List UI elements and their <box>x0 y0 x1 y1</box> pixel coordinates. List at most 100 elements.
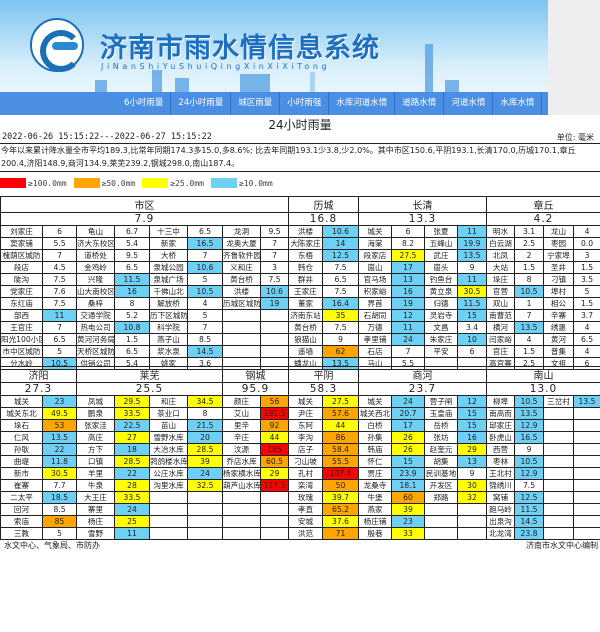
station-name: 崮山 <box>358 261 392 274</box>
table-row: 城关 23 凤城 29.5 和庄 34.5 颜庄 56 城关 27.5 城关 24 营子闸 12 柳埠 10.… <box>0 395 600 408</box>
nav-24h-rain[interactable]: 24小时雨量 <box>171 92 232 115</box>
station-name: 枣林 <box>486 455 515 468</box>
station-rainfall: 50 <box>322 479 359 492</box>
station-name <box>149 515 188 528</box>
station-rainfall: 15 <box>457 309 487 322</box>
station-rainfall: 12.9 <box>514 467 544 480</box>
station-rainfall: 33.5 <box>114 407 150 420</box>
station-rainfall: 11 <box>114 527 150 540</box>
station-rainfall <box>260 333 289 346</box>
station-rainfall <box>573 491 600 504</box>
station-name <box>543 491 574 504</box>
station-name: 大陈家庄 <box>288 237 323 250</box>
station-name: 柳埠 <box>486 395 515 408</box>
station-name: 解放桥 <box>149 297 188 310</box>
station-rainfall: 6.5 <box>573 333 600 346</box>
station-name: 新家 <box>149 237 188 250</box>
station-rainfall <box>457 503 487 516</box>
station-name: 市中区城防 <box>0 345 43 358</box>
station-name: 孙耿 <box>0 443 43 456</box>
station-rainfall: 13.5 <box>573 395 600 408</box>
station-rainfall: 18.1 <box>391 479 425 492</box>
nav-urban-rain[interactable]: 城区雨量 <box>231 92 281 115</box>
station-rainfall: 16 <box>391 285 425 298</box>
station-rainfall: 13 <box>391 273 425 286</box>
station-name: 大冶水库 <box>149 443 188 456</box>
station-name: 口镇 <box>76 455 115 468</box>
station-rainfall: 9 <box>457 261 487 274</box>
table-row: 三教 5 雪野 11 洪范 71 殷巷 33 北龙湾 23.8 <box>0 527 600 540</box>
station-rainfall <box>260 345 289 358</box>
station-name: 灵岩寺 <box>424 309 458 322</box>
nav-river-water[interactable]: 河道水情 <box>444 92 494 115</box>
station-name: 垛庄 <box>486 273 515 286</box>
legend-label: ≥25.0mm <box>170 178 204 188</box>
station-name: 崔寨 <box>0 479 43 492</box>
station-name: 北凤 <box>486 249 515 262</box>
station-name: 黄立泉 <box>424 285 458 298</box>
station-rainfall: 9.5 <box>114 249 150 262</box>
station-rainfall: 4 <box>187 297 223 310</box>
station-rainfall <box>573 467 600 480</box>
station-name: 科学院 <box>149 321 188 334</box>
station-rainfall: 8 <box>187 407 223 420</box>
header-banner: 济南市雨水情信息系统 JiNanShiYuShuiQingXinXiXiTong <box>0 0 548 92</box>
station-rainfall: 20.7 <box>391 407 425 420</box>
station-rainfall: 29 <box>260 467 289 480</box>
station-name <box>222 333 261 346</box>
station-name: 乔店水库 <box>222 455 261 468</box>
station-rainfall: 10.6 <box>260 285 289 298</box>
nav-reservoir-water[interactable]: 水库水情 <box>493 92 543 115</box>
station-name: 城关 <box>288 395 323 408</box>
station-rainfall: 4 <box>573 345 600 358</box>
station-name: 陡沟 <box>0 273 43 286</box>
table-row: 段店 4.5 金鸡岭 6.5 泉城公园 10.6 义和庄 3 韩仓 7.5 崮山 17 崮头 9 大站 1.5… <box>0 261 600 274</box>
station-rainfall: 23 <box>42 395 77 408</box>
station-rainfall: 14.5 <box>514 515 544 528</box>
station-rainfall: 34.5 <box>187 395 223 408</box>
nav-road-water[interactable]: 道路水情 <box>395 92 445 115</box>
station-rainfall: 22.5 <box>114 419 150 432</box>
station-name: 鹏泉 <box>76 407 115 420</box>
nav-hourly-intensity[interactable]: 小时雨强 <box>280 92 330 115</box>
station-name: 龟山 <box>76 225 115 238</box>
rainfall-table-lower: 济阳 莱芜 钢城 平阴 商河 南山 27.3 25.5 95.9 58.3 23.7 13.0 城关 23… <box>0 366 600 540</box>
station-name: 锦绣川 <box>486 479 515 492</box>
station-rainfall: 7.5 <box>322 321 359 334</box>
station-name: 赵奎元 <box>424 443 458 456</box>
region-name: 莱芜 <box>76 366 223 383</box>
station-name: 南高而 <box>486 407 515 420</box>
station-rainfall: 10.5 <box>514 395 544 408</box>
station-name: 金鸡岭 <box>76 261 115 274</box>
station-name: 南曹范 <box>486 309 515 322</box>
station-name: 枣园 <box>543 237 574 250</box>
color-legend: ≥100.0mm ≥50.0mm ≥25.0mm ≥10.0mm <box>0 178 280 188</box>
station-name: 贾庄 <box>358 467 392 480</box>
station-rainfall <box>457 527 487 540</box>
nav-reservoir-river[interactable]: 水库河道水情 <box>329 92 396 115</box>
rainfall-table-upper: 市区 历城 长清 章丘 7.9 16.8 13.3 4.2 刘家庄 6 龟山 6.7 十三中 6.5 龙洞 9… <box>0 196 600 370</box>
station-name: 万德 <box>358 321 392 334</box>
station-rainfall: 26 <box>391 443 425 456</box>
station-rainfall <box>260 309 289 322</box>
station-name: 狼猫山 <box>288 333 323 346</box>
station-rainfall: 4 <box>573 225 600 238</box>
station-rainfall: 9 <box>457 467 487 480</box>
station-name <box>149 503 188 516</box>
station-name: 北龙湾 <box>486 527 515 540</box>
station-name: 张家洼 <box>76 419 115 432</box>
station-name: 洪楼 <box>288 225 323 238</box>
station-name: 辛庄 <box>222 431 261 444</box>
station-rainfall: 8 <box>514 273 544 286</box>
station-rainfall: 5.2 <box>114 309 150 322</box>
legend-swatch-red <box>0 178 26 188</box>
station-name: 城关东北 <box>0 407 43 420</box>
station-rainfall: 7 <box>514 309 544 322</box>
annual-summary: 今年以来累计降水量全市平均189.3,比常年同期174.3多15.0,多8.6%… <box>0 143 600 172</box>
station-rainfall: 3.1 <box>514 225 544 238</box>
station-rainfall: 0.0 <box>573 237 600 250</box>
station-name <box>543 407 574 420</box>
main-nav: 6小时雨量 24小时雨量 城区雨量 小时雨强 水库河道水情 道路水情 河道水情 … <box>0 92 548 115</box>
nav-6h-rain[interactable]: 6小时雨量 <box>117 92 172 115</box>
station-rainfall: 3.5 <box>573 273 600 286</box>
